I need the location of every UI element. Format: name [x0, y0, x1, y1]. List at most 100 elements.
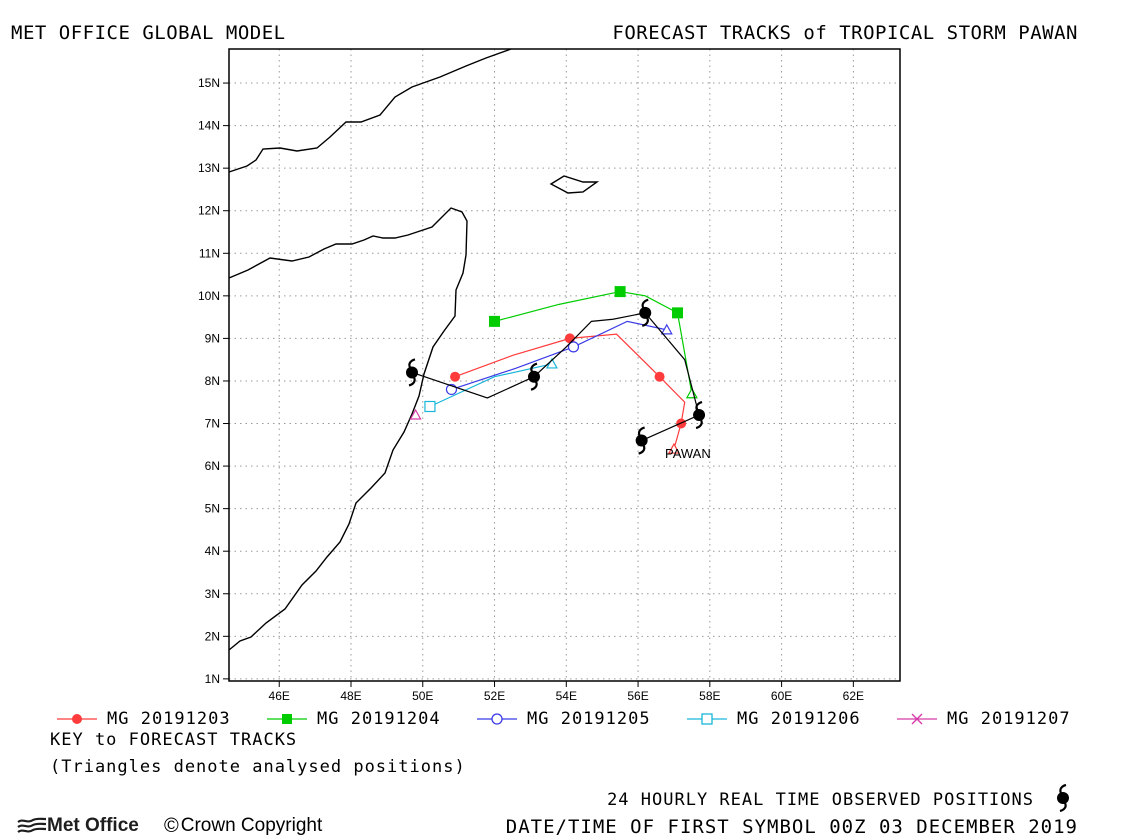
coastline-socotra — [549, 175, 600, 194]
track-line — [494, 290, 693, 394]
legend-item-mg-20191203: MG 20191203 — [55, 706, 231, 732]
analysed-position-marker — [545, 357, 558, 369]
track-observed — [406, 298, 706, 455]
y-tick-label: 6N — [205, 459, 220, 473]
x-tick-label: 56E — [627, 689, 648, 700]
storm-symbol-arm — [695, 419, 703, 430]
track-mg-20191203 — [450, 333, 687, 454]
y-tick-label: 3N — [205, 587, 220, 601]
x-tick-label: 50E — [412, 689, 433, 700]
legend-label: MG 20191205 — [527, 709, 651, 729]
x-tick-label: 52E — [484, 689, 505, 700]
y-tick-label: 8N — [205, 374, 220, 388]
forecast-point — [450, 371, 461, 382]
met-office-logo-text: Met Office — [47, 815, 139, 836]
coastline-arabia — [228, 48, 512, 173]
legend-label: MG 20191206 — [737, 709, 861, 729]
track-mg-20191205 — [445, 320, 673, 396]
analysed-position-marker — [409, 408, 422, 420]
y-tick-label: 14N — [198, 119, 220, 133]
storm-symbol-arm — [695, 400, 703, 411]
y-tick-label: 12N — [198, 204, 220, 218]
legend-swatch-mg-20191205 — [477, 713, 517, 725]
storm-symbol-arm — [641, 317, 649, 327]
met-office-logo: Met Office — [17, 813, 139, 839]
storm-symbol-arm — [530, 362, 538, 373]
forecast-point — [614, 286, 626, 298]
copyright: © Crown Copyright — [164, 813, 322, 839]
forecast-tracks — [406, 286, 706, 455]
y-tick-label: 9N — [205, 331, 220, 345]
y-tick-label: 10N — [198, 289, 220, 303]
observed-position-marker — [635, 426, 648, 455]
legend-item-mg-20191206: MG 20191206 — [685, 706, 861, 732]
y-tick-label: 2N — [205, 629, 220, 643]
track-line — [451, 320, 667, 391]
met-office-logo-icon — [17, 817, 47, 833]
storm-symbol-arm — [637, 426, 645, 437]
legend-label: MG 20191207 — [947, 709, 1071, 729]
x-tick-label: 60E — [771, 689, 792, 700]
axes: 46E 48E 50E 52E 54E 56E 58E 60E 62E 1N 2N 3N 4N 5N 6N 7… — [198, 48, 901, 700]
observed-position-marker — [693, 400, 706, 430]
legend-label: MG 20191204 — [317, 709, 441, 729]
coastline — [228, 48, 600, 651]
y-tick-label: 7N — [205, 417, 220, 431]
grid-lines — [229, 49, 900, 681]
track-mg-20191206 — [424, 357, 558, 413]
forecast-point — [654, 371, 665, 382]
legend: MG 20191203 MG 20191204 MG 20191205 MG 2… — [0, 706, 1130, 732]
storm-symbol-core — [635, 434, 648, 447]
y-tick-label: 4N — [205, 544, 220, 558]
first-symbol-date-label: DATE/TIME OF FIRST SYMBOL 00Z 03 DECEMBE… — [505, 816, 1078, 838]
chart-title: FORECAST TRACKS of TROPICAL STORM PAWAN — [612, 22, 1078, 44]
storm-symbol-arm — [408, 376, 416, 387]
observed-positions-label: 24 HOURLY REAL TIME OBSERVED POSITIONS — [607, 790, 1034, 810]
legend-swatch-mg-20191207 — [897, 713, 937, 725]
observed-position-marker — [406, 358, 418, 387]
analysed-position-marker — [660, 323, 673, 335]
y-tick-label: 11N — [199, 246, 220, 260]
legend-item-mg-20191205: MG 20191205 — [475, 706, 651, 732]
forecast-point — [489, 315, 501, 327]
legend-label: MG 20191203 — [107, 709, 231, 729]
x-tick-label: 58E — [699, 689, 720, 700]
storm-symbol-core — [528, 370, 540, 383]
storm-name-label: PAWAN — [665, 446, 711, 461]
storm-symbol-arm — [638, 445, 646, 455]
key-note: (Triangles denote analysed positions) — [50, 757, 466, 777]
forecast-point — [672, 307, 684, 319]
track-line — [429, 363, 553, 408]
tropical-storm-icon — [1057, 783, 1069, 813]
copyright-symbol: © — [164, 814, 179, 837]
x-tick-label: 46E — [269, 689, 290, 700]
y-tick-label: 1N — [205, 672, 220, 686]
legend-swatch-mg-20191204 — [267, 714, 307, 724]
legend-swatch-mg-20191206 — [687, 713, 727, 725]
y-tick-label: 13N — [198, 161, 220, 175]
observed-position-marker — [528, 362, 540, 391]
storm-symbol-arm — [530, 381, 538, 391]
forecast-point — [424, 400, 436, 413]
legend-item-mg-20191204: MG 20191204 — [265, 706, 441, 732]
observed-track-line — [411, 312, 700, 442]
analysed-position-marker — [685, 387, 698, 399]
x-tick-label: 62E — [843, 689, 864, 700]
storm-symbol-core — [693, 409, 706, 422]
x-tick-label: 54E — [556, 689, 577, 700]
model-title: MET OFFICE GLOBAL MODEL — [11, 22, 286, 44]
storm-symbol-arm — [641, 298, 649, 309]
observed-position-marker — [639, 298, 652, 327]
track-line — [454, 333, 686, 450]
legend-swatch-mg-20191203 — [57, 714, 97, 724]
coastline-somalia — [228, 207, 468, 651]
storm-symbol-arm — [408, 358, 416, 368]
track-map: 46E 48E 50E 52E 54E 56E 58E 60E 62E 1N 2N 3N 4N 5N 6N 7… — [198, 48, 901, 700]
storm-symbol-core — [406, 366, 418, 379]
y-tick-label: 15N — [198, 76, 220, 90]
storm-symbol-core — [639, 306, 652, 319]
legend-item-mg-20191207: MG 20191207 — [895, 706, 1071, 732]
forecast-point — [567, 341, 580, 353]
track-mg-20191207 — [409, 408, 422, 420]
key-title: KEY to FORECAST TRACKS — [50, 730, 298, 750]
